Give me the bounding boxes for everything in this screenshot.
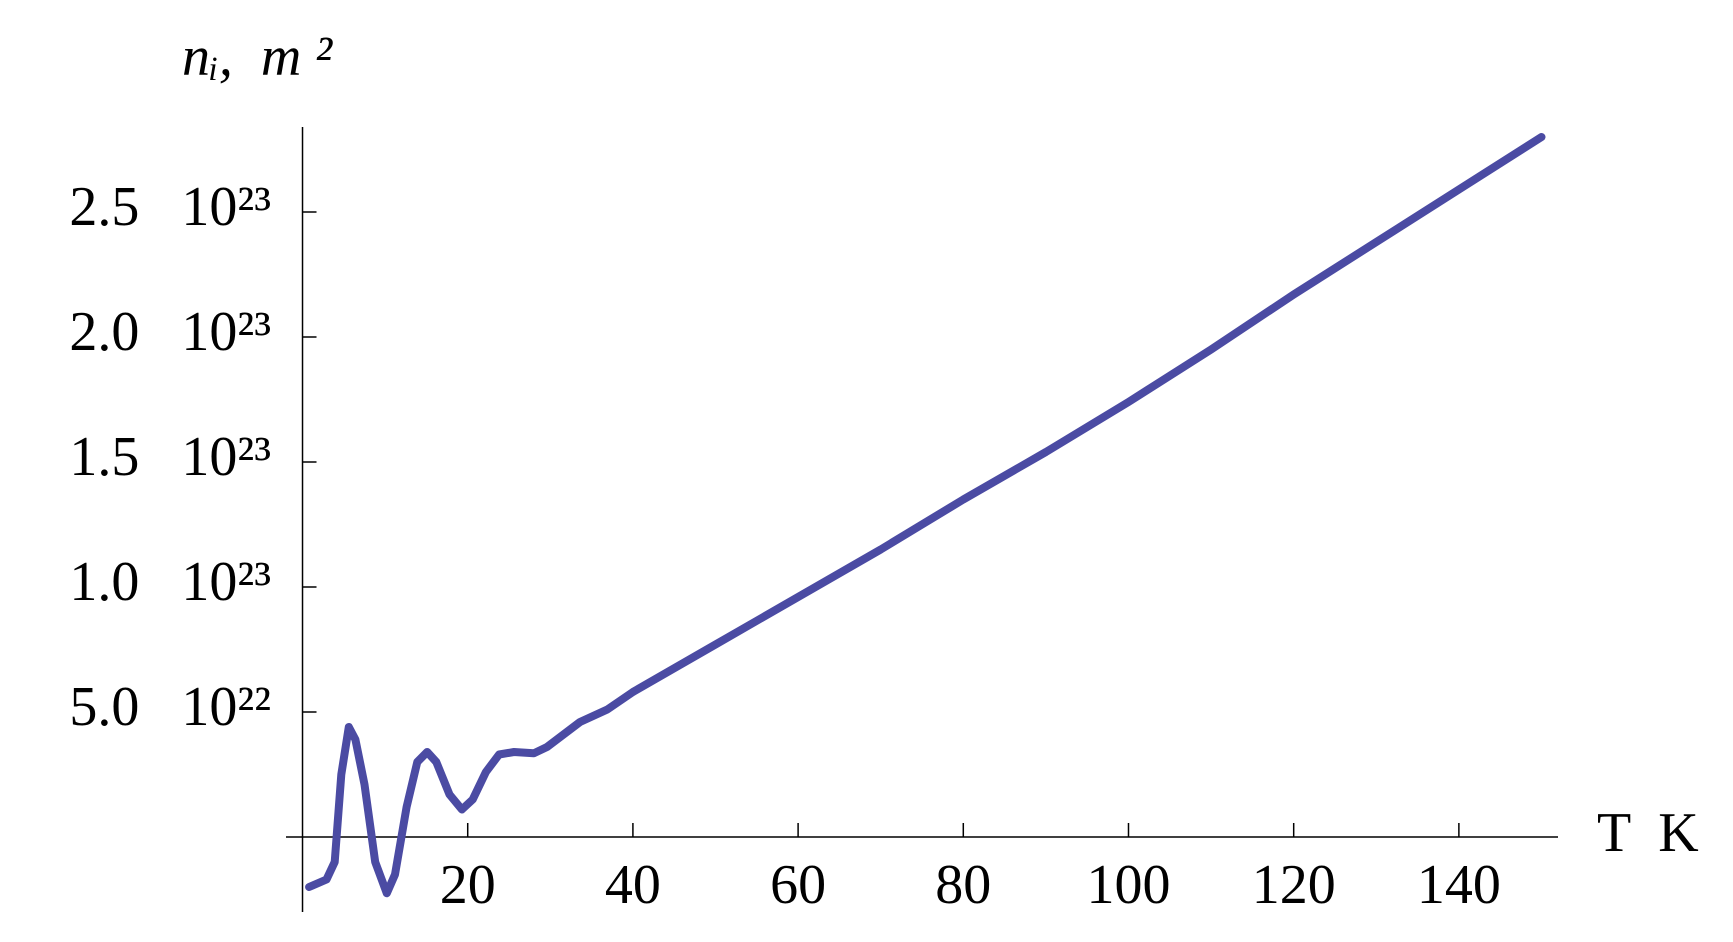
y-tick-label: 2.0 10²³: [69, 301, 271, 363]
x-tick-label: 120: [1252, 854, 1336, 916]
y-tick-label: 5.0 10²²: [69, 676, 271, 738]
y-tick-label: 2.5 10²³: [69, 176, 271, 238]
y-tick-label: 1.0 10²³: [69, 551, 271, 613]
x-tick-label: 140: [1417, 854, 1501, 916]
x-tick-label: 40: [605, 854, 661, 916]
y-axis-title: nᵢ, m ²: [182, 26, 333, 88]
y-tick-label: 1.5 10²³: [69, 426, 271, 488]
x-tick-label: 20: [440, 854, 496, 916]
x-tick-label: 60: [770, 854, 826, 916]
x-axis-title: T K: [1597, 802, 1699, 864]
x-tick-label: 100: [1086, 854, 1170, 916]
data-line: [305, 133, 1546, 898]
x-tick-label: 80: [935, 854, 991, 916]
